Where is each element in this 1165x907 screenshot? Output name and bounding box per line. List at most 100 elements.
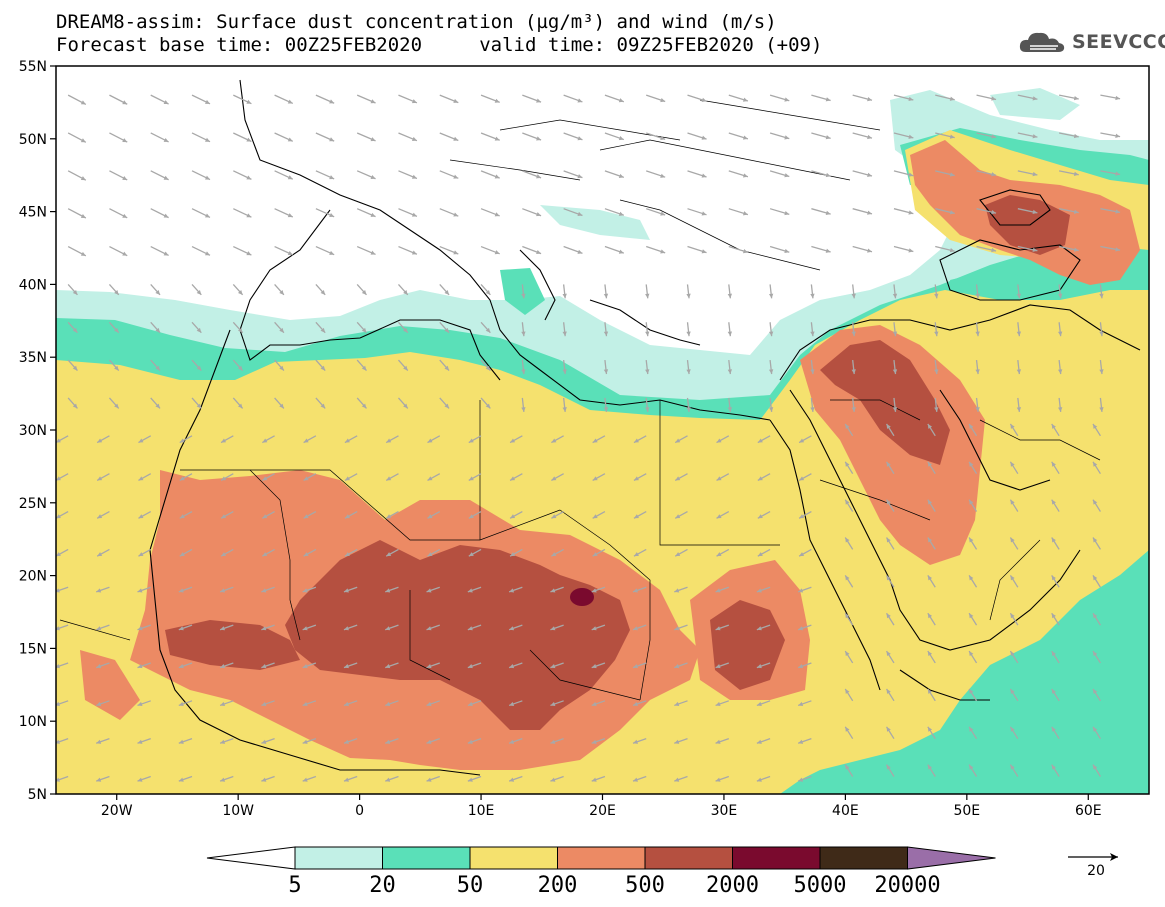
lon-tick-label: 0 [355, 803, 364, 819]
wind-arrow [1092, 650, 1101, 664]
wind-arrow [315, 321, 326, 334]
wind-arrow [220, 435, 234, 444]
wind-arrow [439, 283, 450, 296]
wind-arrow [1009, 461, 1019, 475]
wind-arrow [756, 624, 771, 631]
wind-arrow [178, 738, 193, 744]
wind-arrow [262, 510, 275, 519]
wind-arrow [439, 397, 450, 409]
wind-arrow [968, 499, 978, 512]
wind-arrow [935, 170, 955, 177]
wind-arrow [109, 170, 128, 181]
wind-arrow [1016, 284, 1022, 299]
wind-arrow [56, 775, 69, 782]
wind-arrow [727, 284, 733, 299]
wind-arrow [645, 284, 650, 299]
wind-arrow [674, 738, 688, 744]
wind-arrow [563, 132, 583, 141]
wind-arrow [109, 245, 128, 257]
wind-arrow [343, 700, 358, 707]
wind-arrow [385, 548, 399, 557]
wind-arrow [467, 775, 482, 782]
wind-arrow [467, 700, 482, 707]
wind-arrow [1100, 170, 1121, 176]
wind-arrow [632, 624, 647, 631]
wind-arrow [56, 662, 69, 669]
colorbar-segment [469, 846, 558, 870]
cloud-icon [1019, 32, 1065, 52]
wind-arrow [398, 170, 418, 180]
wind-arrow [810, 284, 815, 299]
lon-tick-label: 10E [468, 803, 495, 819]
wind-arrow [1100, 208, 1121, 214]
wind-arrow [191, 321, 202, 334]
wind-arrow [975, 284, 980, 299]
wind-arrow [233, 132, 252, 143]
wind-arrow [728, 94, 749, 102]
wind-arrow [303, 548, 317, 557]
wind-arrow [632, 738, 647, 744]
wind-arrow [844, 423, 854, 437]
wind-arrow [797, 700, 812, 707]
lon-tick-label: 20E [589, 803, 616, 819]
wind-arrow [1009, 575, 1019, 588]
wind-arrow [603, 360, 609, 375]
wind-arrow [480, 132, 500, 141]
wind-arrow [797, 624, 812, 631]
wind-arrow [468, 548, 482, 557]
wind-arrow [385, 624, 399, 631]
wind-arrow [274, 208, 294, 218]
wind-arrow [550, 700, 564, 707]
wind-arrow [927, 650, 936, 664]
wind-arrow [1051, 612, 1060, 626]
wind-arrow [562, 360, 567, 375]
wind-arrow [935, 208, 955, 215]
colorbar-label: 5000 [794, 873, 847, 898]
wind-arrow [687, 132, 707, 140]
wind-arrow [303, 435, 317, 444]
wind-arrow [892, 397, 898, 412]
wind-arrow [885, 764, 895, 777]
wind-arrow [927, 688, 936, 702]
wind-arrow [232, 321, 244, 334]
wind-arrow [56, 700, 69, 707]
wind-arrow [302, 738, 317, 744]
wind-arrow [261, 700, 275, 707]
wind-arrow [302, 775, 317, 782]
wind-arrow [261, 624, 275, 631]
wind-arrow [1051, 764, 1060, 777]
wind-arrow [1092, 575, 1101, 588]
wind-arrow [934, 284, 939, 299]
colorbar-label: 5 [288, 873, 301, 898]
wind-arrow [303, 473, 317, 481]
wind-arrow [302, 662, 317, 669]
wind-arrow [757, 510, 771, 519]
wind-arrow [715, 775, 730, 782]
wind-arrow [179, 473, 193, 481]
wind-arrow [439, 208, 459, 217]
wind-arrow [716, 473, 730, 481]
wind-arrow [96, 548, 110, 557]
wind-arrow [1017, 170, 1038, 177]
wind-arrow [344, 435, 358, 444]
wind-arrow [1100, 245, 1121, 252]
wind-arrow [356, 321, 367, 334]
wind-reference-label: 20 [1087, 863, 1105, 879]
wind-arrow [674, 435, 688, 444]
wind-arrow [646, 245, 666, 254]
logo-text: SEEVCCC [1072, 31, 1165, 53]
wind-arrow [927, 537, 936, 550]
wind-arrow [893, 245, 914, 253]
wind-arrow [191, 283, 202, 296]
wind-arrow [232, 283, 244, 296]
wind-arrow [56, 586, 69, 593]
wind-arrow [1092, 612, 1101, 626]
wind-arrow [426, 662, 440, 669]
wind-arrow [757, 473, 771, 481]
wind-arrow [178, 775, 193, 782]
wind-arrow [550, 662, 564, 669]
wind-arrow [427, 473, 441, 481]
wind-arrow [137, 586, 151, 593]
lat-tick-label: 5N [28, 787, 47, 803]
